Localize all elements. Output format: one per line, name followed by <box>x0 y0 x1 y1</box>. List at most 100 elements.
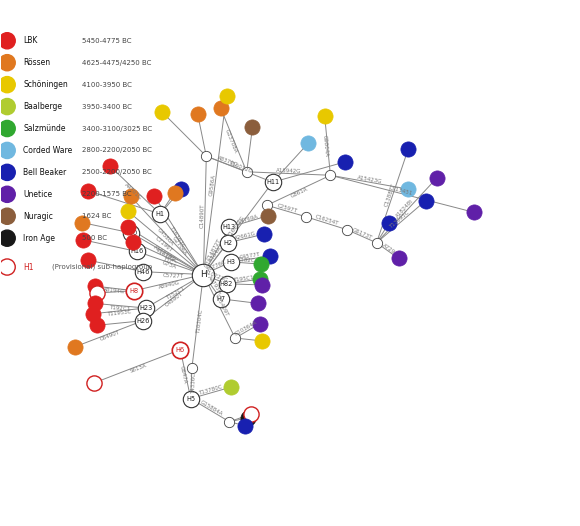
Text: C13887T: C13887T <box>384 183 396 207</box>
Text: Salzmünde: Salzmünde <box>23 124 66 133</box>
Point <box>394 254 403 262</box>
Point <box>225 223 234 231</box>
Point <box>90 299 100 308</box>
Point <box>88 310 97 318</box>
Point <box>258 337 267 345</box>
Text: Unetice: Unetice <box>23 190 52 199</box>
Point <box>268 178 277 186</box>
Circle shape <box>0 33 15 49</box>
Point <box>84 187 93 195</box>
Circle shape <box>0 77 15 93</box>
Text: T16189C: T16189C <box>154 248 178 264</box>
Circle shape <box>0 208 15 224</box>
Circle shape <box>0 143 15 158</box>
Point <box>342 225 351 234</box>
Point <box>105 162 114 170</box>
Point <box>302 213 311 221</box>
Text: G13708A: G13708A <box>224 128 238 154</box>
Point <box>223 239 233 247</box>
Text: 4100-3950 BC: 4100-3950 BC <box>82 82 132 88</box>
Circle shape <box>0 98 15 115</box>
Text: G14384A: G14384A <box>204 246 223 269</box>
Point <box>89 379 99 387</box>
Text: T6776C: T6776C <box>205 259 227 272</box>
Text: A729: A729 <box>382 242 396 255</box>
Text: T192C1: T192C1 <box>110 305 130 312</box>
Text: H1: H1 <box>23 262 34 271</box>
Point <box>304 139 313 147</box>
Text: T16012G: T16012G <box>226 215 245 238</box>
Text: C4577T: C4577T <box>240 252 261 260</box>
Text: T182C: T182C <box>237 257 255 264</box>
Text: S613A: S613A <box>129 363 147 375</box>
Text: T13780C: T13780C <box>198 385 223 396</box>
Text: 4625-4475/4250 BC: 4625-4475/4250 BC <box>82 60 151 66</box>
Text: C2597T: C2597T <box>277 203 298 214</box>
Text: H2: H2 <box>223 240 232 246</box>
Point <box>132 247 142 256</box>
Text: 2500-2200/2050 BC: 2500-2200/2050 BC <box>82 169 152 175</box>
Point <box>126 229 136 237</box>
Text: C4890T: C4890T <box>165 291 184 308</box>
Text: G4769A: G4769A <box>237 214 259 225</box>
Text: H11: H11 <box>266 179 279 185</box>
Text: H1: H1 <box>155 211 165 217</box>
Point <box>433 174 442 182</box>
Circle shape <box>0 186 15 203</box>
Point <box>138 267 147 276</box>
Point <box>84 256 93 265</box>
Point <box>326 171 335 179</box>
Point <box>385 218 394 227</box>
Point <box>124 207 133 216</box>
Text: H: H <box>200 270 207 279</box>
Text: H46: H46 <box>136 269 150 275</box>
Circle shape <box>0 164 15 180</box>
Text: 3950-3400 BC: 3950-3400 BC <box>82 104 132 109</box>
Text: (Provisional) sub-haplogroup: (Provisional) sub-haplogroup <box>52 264 153 270</box>
Point <box>92 321 101 330</box>
Text: H82: H82 <box>220 281 233 287</box>
Text: G647A: G647A <box>179 365 187 384</box>
Point <box>222 280 231 288</box>
Point <box>186 394 195 403</box>
Point <box>141 304 150 312</box>
Text: A10398G: A10398G <box>152 244 176 262</box>
Text: G9804A: G9804A <box>321 135 328 157</box>
Point <box>244 413 253 422</box>
Point <box>256 260 266 268</box>
Point <box>138 317 147 325</box>
Text: 3400-3100/3025 BC: 3400-3100/3025 BC <box>82 126 153 132</box>
Text: H26: H26 <box>136 318 150 323</box>
Point <box>372 239 381 247</box>
Text: H5: H5 <box>186 396 195 402</box>
Text: C7196T: C7196T <box>154 236 174 254</box>
Point <box>226 383 235 391</box>
Circle shape <box>0 55 15 71</box>
Text: 5450-4775 BC: 5450-4775 BC <box>82 38 132 44</box>
Text: T4336C: T4336C <box>191 373 197 394</box>
Text: A15942G: A15942G <box>276 168 302 174</box>
Text: Iron Age: Iron Age <box>23 234 55 242</box>
Text: G2706A: G2706A <box>171 235 188 256</box>
Text: H23: H23 <box>139 305 153 311</box>
Text: 1624 BC: 1624 BC <box>82 213 111 219</box>
Point <box>123 223 132 231</box>
Point <box>176 346 185 354</box>
Point <box>225 418 234 426</box>
Point <box>216 104 226 113</box>
Point <box>79 236 88 244</box>
Text: G6173T: G6173T <box>352 227 374 240</box>
Point <box>78 218 87 227</box>
Circle shape <box>0 259 15 275</box>
Point <box>90 282 100 290</box>
Text: H3: H3 <box>227 259 235 265</box>
Point <box>155 210 165 218</box>
Point <box>246 410 255 419</box>
Point <box>177 185 186 194</box>
Point <box>421 196 430 205</box>
Point <box>150 192 159 200</box>
Text: G4580A: G4580A <box>156 228 175 247</box>
Text: A4793G: A4793G <box>206 275 223 296</box>
Circle shape <box>0 230 15 246</box>
Text: A4701G: A4701G <box>124 183 143 201</box>
